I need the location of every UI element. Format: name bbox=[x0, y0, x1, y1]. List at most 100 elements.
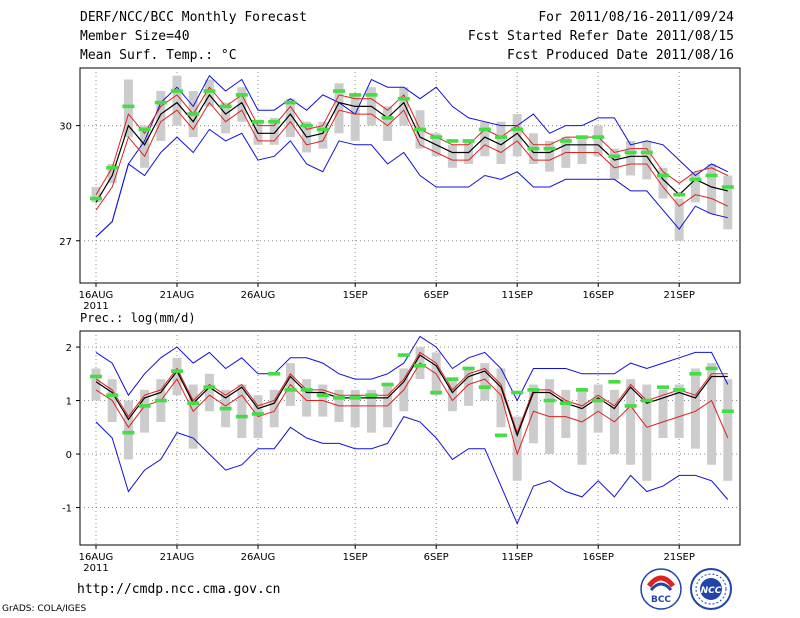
spread-bar bbox=[172, 75, 182, 126]
website-url[interactable]: http://cmdp.ncc.cma.gov.cn bbox=[77, 582, 281, 597]
spread-bar bbox=[172, 357, 182, 396]
observed-marker bbox=[511, 390, 524, 395]
observed-marker bbox=[235, 414, 248, 419]
x-tick-label: 1SEP bbox=[343, 290, 368, 301]
series-line-ensemble-upper bbox=[95, 351, 728, 435]
spread-bar bbox=[496, 368, 506, 428]
observed-marker bbox=[171, 369, 183, 373]
observed-marker bbox=[446, 377, 459, 381]
spread-bar bbox=[350, 389, 360, 428]
series-line-min bbox=[95, 128, 728, 238]
observed-marker bbox=[219, 406, 232, 411]
x-tick-label: 26AUG bbox=[241, 290, 276, 301]
x-tick-label: 26AUG bbox=[241, 552, 276, 563]
observed-marker bbox=[559, 139, 572, 143]
spread-bar bbox=[528, 384, 538, 444]
spread-bar bbox=[561, 389, 571, 438]
ncc-logo-text: NCC bbox=[701, 586, 722, 596]
plot-frame bbox=[79, 67, 741, 284]
spread-bar bbox=[140, 125, 150, 168]
bcc-logo-text: BCC bbox=[651, 595, 671, 605]
y-tick-label: 0 bbox=[66, 450, 72, 461]
spread-bar bbox=[188, 384, 198, 449]
y-tick-label: -1 bbox=[62, 504, 72, 515]
spread-bar bbox=[156, 91, 166, 141]
observed-marker bbox=[316, 393, 329, 397]
spread-bar bbox=[577, 389, 587, 465]
x-tick-label: 11SEP bbox=[501, 552, 532, 563]
observed-marker bbox=[624, 150, 637, 155]
observed-marker bbox=[624, 404, 637, 408]
spread-bar bbox=[496, 121, 506, 164]
spread-bar bbox=[350, 94, 360, 141]
observed-marker bbox=[689, 177, 702, 182]
observed-marker bbox=[414, 127, 426, 132]
x-tick-label: 16SEP bbox=[582, 552, 613, 563]
spread-bar bbox=[269, 389, 279, 428]
spread-bar bbox=[642, 140, 652, 180]
observed-marker bbox=[187, 112, 200, 116]
observed-marker bbox=[397, 96, 410, 101]
spread-bar bbox=[318, 121, 328, 149]
observed-marker bbox=[154, 398, 167, 403]
observed-marker bbox=[106, 393, 119, 397]
observed-marker bbox=[284, 100, 297, 105]
spread-bar bbox=[593, 125, 603, 157]
observed-marker bbox=[495, 135, 507, 139]
observed-marker bbox=[90, 196, 102, 201]
spread-bar bbox=[302, 379, 312, 417]
x-tick-label: 21AUG bbox=[160, 290, 195, 301]
x-tick-label: 16SEP bbox=[582, 290, 613, 301]
x-tick-label: 16AUG bbox=[79, 552, 114, 563]
observed-marker bbox=[106, 166, 119, 170]
observed-marker bbox=[430, 135, 443, 139]
x-year-label: 2011 bbox=[83, 563, 108, 574]
observed-marker bbox=[187, 401, 200, 406]
grads-credit: GrADS: COLA/IGES bbox=[2, 604, 87, 614]
spread-bar bbox=[723, 175, 733, 230]
observed-marker bbox=[349, 396, 362, 400]
x-tick-label: 21AUG bbox=[160, 552, 195, 563]
spread-bar bbox=[642, 384, 652, 481]
observed-marker bbox=[592, 135, 605, 139]
observed-marker bbox=[381, 116, 394, 120]
observed-marker bbox=[333, 89, 345, 93]
precip-variable-label: Prec.: log(mm/d) bbox=[80, 311, 196, 325]
observed-marker bbox=[349, 93, 362, 97]
observed-marker bbox=[705, 173, 718, 178]
observed-marker bbox=[397, 353, 410, 357]
ncc-logo: NCC bbox=[690, 568, 732, 610]
spread-bar bbox=[707, 363, 717, 465]
observed-marker bbox=[705, 366, 718, 371]
spread-bar bbox=[204, 373, 214, 412]
series-line-ensemble-lower bbox=[95, 101, 729, 211]
observed-marker bbox=[543, 398, 556, 403]
observed-marker bbox=[640, 150, 653, 155]
temperature-panel: 16AUG 21AUG 26AUG 1SEP 6SEP 11SEP 16SEP 21SEP 20… bbox=[59, 67, 741, 312]
observed-marker bbox=[478, 385, 491, 389]
observed-marker bbox=[511, 127, 524, 132]
x-tick-label: 6SEP bbox=[424, 552, 449, 563]
x-tick-label: 1SEP bbox=[343, 552, 368, 563]
spread-bar bbox=[545, 140, 555, 172]
x-tick-label: 21SEP bbox=[663, 552, 694, 563]
observed-marker bbox=[138, 127, 151, 132]
observed-marker bbox=[446, 139, 459, 143]
spread-bar bbox=[366, 389, 376, 433]
observed-marker bbox=[268, 372, 281, 376]
observed-marker bbox=[154, 100, 167, 105]
spread-bar bbox=[593, 384, 603, 433]
observed-marker bbox=[689, 372, 702, 376]
observed-marker bbox=[673, 192, 686, 197]
observed-marker bbox=[495, 433, 507, 438]
spread-bar bbox=[140, 389, 150, 433]
spread-bar bbox=[690, 368, 700, 449]
observed-marker bbox=[171, 89, 183, 93]
observed-marker bbox=[414, 363, 426, 368]
produced-date: Fcst Produced Date 2011/08/16 bbox=[507, 48, 734, 63]
y-tick-label: 30 bbox=[59, 122, 72, 133]
series-line-max bbox=[95, 74, 729, 238]
observed-marker bbox=[478, 127, 491, 132]
observed-marker bbox=[300, 123, 313, 128]
x-year-label: 2011 bbox=[83, 301, 108, 312]
